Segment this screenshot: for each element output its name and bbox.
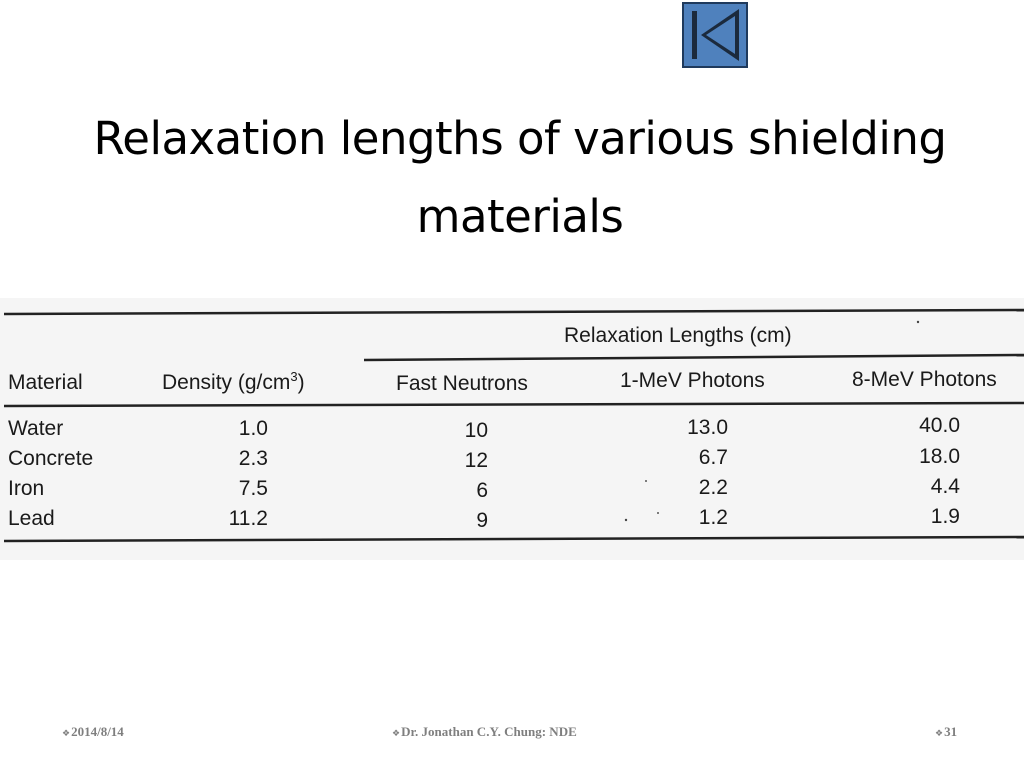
col-header-density: Density (g/cm3) (162, 369, 305, 394)
diamond-bullet-icon: ❖ (392, 729, 401, 739)
first-slide-button[interactable] (682, 2, 748, 68)
footer-author: ❖Dr. Jonathan C.Y. Chung: NDE (392, 724, 577, 740)
cell-material: Iron (8, 477, 44, 500)
cell-1mev-photons: 1.2 (699, 506, 728, 529)
cell-fast-neutrons: 9 (476, 509, 488, 532)
slide-title-line1: Relaxation lengths of various shielding (93, 112, 947, 165)
cell-fast-neutrons: 10 (465, 419, 488, 442)
diamond-bullet-icon: ❖ (62, 729, 71, 739)
cell-fast-neutrons: 6 (476, 479, 488, 502)
skip-to-first-icon (692, 9, 739, 61)
col-header-material: Material (8, 371, 83, 394)
cell-density: 2.3 (239, 447, 268, 470)
relaxation-lengths-table: Relaxation Lengths (cm) Material Density… (0, 298, 1024, 560)
footer-author-text: Dr. Jonathan C.Y. Chung: NDE (401, 724, 577, 739)
cell-material: Concrete (8, 447, 93, 470)
cell-density: 7.5 (239, 477, 268, 500)
cell-1mev-photons: 6.7 (699, 446, 728, 469)
footer-page-number: ❖31 (935, 724, 957, 740)
diamond-bullet-icon: ❖ (935, 729, 944, 739)
cell-8mev-photons: 1.9 (931, 505, 960, 528)
header-bottom-rule (3, 401, 1024, 408)
group-header-rule (363, 353, 1024, 362)
scan-speck (624, 518, 628, 522)
table-bottom-rule (3, 535, 1024, 543)
cell-8mev-photons: 40.0 (919, 414, 960, 437)
cell-fast-neutrons: 12 (465, 449, 488, 472)
group-header: Relaxation Lengths (cm) (564, 324, 792, 347)
scan-speck (645, 480, 647, 482)
cell-8mev-photons: 4.4 (931, 475, 961, 498)
cell-8mev-photons: 18.0 (919, 445, 960, 468)
scan-speck (916, 320, 920, 324)
scan-speck (657, 512, 659, 514)
footer-date-text: 2014/8/14 (71, 724, 124, 739)
cell-material: Lead (8, 507, 55, 530)
slide-title-line2: materials (416, 190, 624, 243)
col-header-1mev-photons: 1-MeV Photons (620, 369, 765, 392)
cell-density: 11.2 (229, 507, 268, 530)
col-header-density-superscript: 3 (290, 369, 297, 384)
footer-page-text: 31 (944, 724, 958, 739)
footer-date: ❖2014/8/14 (62, 724, 124, 740)
cell-1mev-photons: 13.0 (687, 416, 728, 439)
col-header-density-text: Density (g/cm (162, 371, 290, 394)
slide-title: Relaxation lengths of various shielding … (20, 100, 1020, 256)
table-top-rule (3, 308, 1024, 316)
col-header-fast-neutrons: Fast Neutrons (396, 372, 528, 395)
table-scan-image: Relaxation Lengths (cm) Material Density… (3, 308, 1024, 543)
cell-1mev-photons: 2.2 (699, 476, 728, 499)
cell-material: Water (8, 417, 63, 440)
col-header-density-close: ) (298, 371, 305, 394)
cell-density: 1.0 (239, 417, 268, 440)
col-header-8mev-photons: 8-MeV Photons (852, 368, 997, 391)
